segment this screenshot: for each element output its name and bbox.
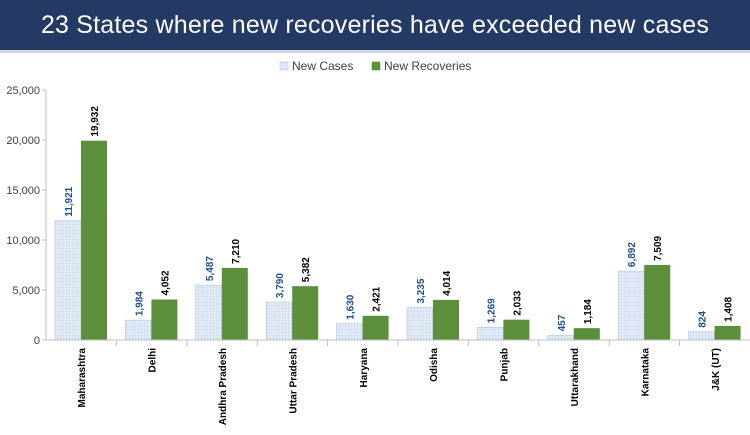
bar-new-recoveries (292, 286, 319, 340)
x-category-label: J&K (UT) (711, 348, 722, 391)
bar-new-recoveries (151, 299, 178, 340)
data-label-new-recoveries: 2,033 (512, 290, 523, 315)
y-tick-label: 10,000 (6, 235, 40, 247)
data-label-new-cases: 3,790 (275, 273, 286, 298)
data-label-new-cases: 3,235 (416, 278, 427, 303)
bar-new-cases (265, 301, 293, 341)
bar-new-cases (125, 319, 152, 341)
y-tick-label: 15,000 (6, 185, 40, 197)
bar-new-cases (195, 284, 223, 341)
x-category-label: Andhra Pradesh (218, 348, 229, 425)
legend-swatch-new-recoveries (371, 61, 381, 71)
data-label-new-recoveries: 7,509 (653, 235, 664, 260)
data-label-new-cases: 457 (557, 314, 568, 331)
data-label-new-cases: 11,921 (64, 186, 75, 216)
bar-new-recoveries (644, 264, 671, 340)
data-label-new-cases: 1,269 (486, 298, 497, 323)
bar-new-recoveries (573, 328, 600, 340)
x-category-label: Uttarakhand (570, 348, 581, 406)
data-label-new-recoveries: 4,014 (442, 270, 453, 295)
bar-new-recoveries (362, 315, 389, 340)
x-category-label: Delhi (148, 348, 159, 373)
bar-new-cases (688, 331, 715, 341)
bar-new-cases (547, 335, 575, 341)
data-label-new-cases: 824 (698, 311, 709, 328)
x-axis: Maharashtra Delhi Andhra Pradesh Uttar Prad… (46, 339, 750, 425)
x-category-label: Maharashtra (77, 348, 88, 408)
bar-new-recoveries (81, 140, 107, 340)
y-axis: 0 5,000 10,000 15,000 20,000 25,000 (6, 85, 47, 347)
legend-swatch-new-cases (279, 61, 289, 71)
chart-area: New Cases New Recoveries 0 5,000 10,000 15,0… (0, 53, 750, 430)
bar-chart: New Cases New Recoveries 0 5,000 10,000 15,0… (6, 59, 750, 425)
bar-new-cases (406, 307, 434, 341)
bar-new-cases (336, 323, 363, 341)
data-label-new-recoveries: 2,421 (372, 286, 383, 311)
x-category-label: Haryana (359, 348, 370, 388)
x-category-label: Odisha (429, 348, 440, 382)
data-label-new-recoveries: 4,052 (160, 270, 171, 295)
data-label-new-cases: 5,487 (205, 256, 216, 281)
data-label-new-recoveries: 5,382 (301, 257, 312, 282)
bars: 11,921 19,932 1,984 4,052 5,487 7,210 3,790 5,3… (54, 106, 741, 341)
x-category-label: Karnataka (640, 348, 651, 397)
chart-title: 23 States where new recoveries have exce… (40, 10, 710, 39)
y-tick-label: 25,000 (6, 85, 40, 97)
data-label-new-recoveries: 1,408 (724, 296, 735, 321)
data-label-new-cases: 1,630 (346, 294, 357, 319)
bar-new-cases (477, 327, 504, 341)
y-tick-label: 0 (34, 335, 40, 347)
data-label-new-recoveries: 7,210 (231, 238, 242, 263)
data-label-new-recoveries: 1,184 (583, 299, 594, 324)
bar-new-recoveries (714, 325, 741, 340)
data-label-new-cases: 1,984 (134, 291, 145, 316)
bar-new-cases (54, 220, 82, 341)
title-banner: 23 States where new recoveries have exce… (0, 0, 750, 53)
bar-new-recoveries (433, 299, 459, 340)
bar-new-recoveries (221, 267, 248, 340)
legend-label-new-cases: New Cases (292, 59, 353, 73)
x-category-label: Uttar Pradesh (288, 348, 299, 414)
data-label-new-cases: 6,892 (627, 242, 638, 267)
bar-new-cases (617, 270, 645, 341)
y-tick-label: 5,000 (12, 285, 40, 297)
legend-label-new-recoveries: New Recoveries (384, 59, 471, 73)
data-label-new-recoveries: 19,932 (90, 106, 101, 137)
bar-new-recoveries (503, 319, 530, 340)
x-category-label: Punjab (500, 348, 511, 381)
legend: New Cases New Recoveries (279, 59, 471, 73)
y-tick-label: 20,000 (6, 135, 40, 147)
